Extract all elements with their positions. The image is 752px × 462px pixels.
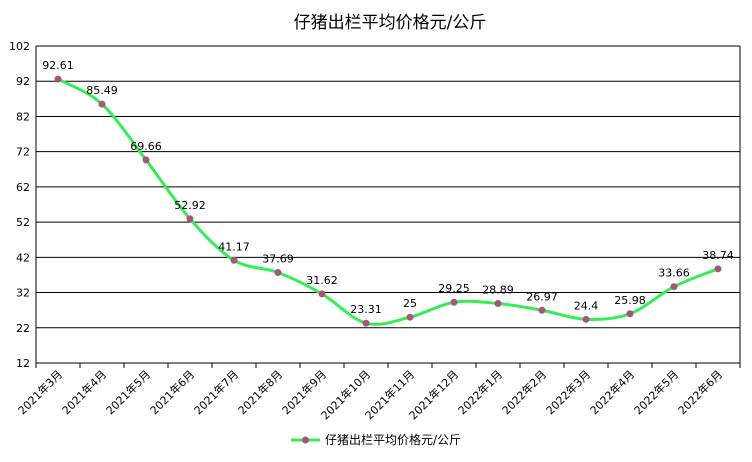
data-point (54, 75, 62, 83)
data-labels: 92.61 85.49 69.66 52.92 41.17 37.69 31.62 23.31… (42, 59, 734, 316)
y-tick-label: 32 (16, 287, 30, 300)
gridlines (36, 45, 740, 364)
data-label: 29.25 (438, 282, 470, 295)
data-label: 26.97 (526, 290, 558, 303)
data-point (318, 290, 326, 298)
data-label: 28.89 (482, 284, 514, 297)
y-axis-tick-labels: 12 22 32 42 52 62 72 82 92 102 (9, 40, 30, 370)
data-label: 24.4 (574, 299, 599, 312)
data-point (362, 319, 370, 327)
legend-label: 仔猪出栏平均价格元/公斤 (325, 432, 461, 447)
data-label: 41.17 (218, 240, 250, 253)
y-tick-label: 82 (16, 110, 30, 123)
data-label: 25 (403, 297, 417, 310)
legend: 仔猪出栏平均价格元/公斤 (291, 432, 461, 447)
x-tick-label: 2022年1月 (455, 367, 505, 417)
data-point (186, 215, 194, 223)
data-label: 25.98 (614, 294, 646, 307)
data-point (98, 100, 106, 108)
data-point (538, 306, 546, 314)
series-layer (54, 75, 722, 327)
data-point (142, 156, 150, 164)
data-label: 23.31 (350, 303, 382, 316)
x-tick-label: 2022年5月 (631, 367, 681, 417)
x-axis-tick-labels: 2021年3月2021年4月2021年5月2021年6月2021年7月2021年… (15, 367, 725, 422)
y-tick-label: 62 (16, 181, 30, 194)
legend-marker-swatch (302, 436, 309, 444)
y-tick-label: 72 (16, 146, 30, 159)
data-label: 38.74 (702, 249, 734, 262)
y-tick-label: 12 (16, 357, 30, 370)
series-line (57, 77, 719, 326)
data-point (494, 300, 502, 308)
x-tick-label: 2021年8月 (235, 367, 285, 417)
y-tick-label: 102 (9, 40, 30, 53)
x-tick-label: 2022年3月 (543, 367, 593, 417)
data-point (670, 283, 678, 291)
data-label: 37.69 (262, 253, 294, 266)
data-label: 33.66 (658, 267, 690, 280)
x-tick-label: 2022年2月 (499, 367, 549, 417)
y-tick-label: 22 (16, 322, 30, 335)
data-label: 92.61 (42, 59, 74, 72)
x-tick-label: 2021年4月 (59, 367, 109, 417)
y-tick-label: 42 (16, 251, 30, 264)
data-point (274, 269, 282, 277)
y-tick-label: 92 (16, 75, 30, 88)
x-tick-label: 2021年3月 (15, 367, 65, 417)
data-label: 31.62 (306, 274, 338, 287)
chart-title: 仔猪出栏平均价格元/公斤 (294, 13, 487, 33)
data-point (230, 256, 238, 264)
data-point (406, 313, 414, 321)
x-tick-label: 2021年6月 (147, 367, 197, 417)
data-point (582, 315, 590, 323)
data-label: 69.66 (130, 140, 162, 153)
data-label: 85.49 (86, 84, 118, 97)
x-tick-label: 2022年4月 (587, 367, 637, 417)
data-label: 52.92 (174, 199, 206, 212)
axes (35, 46, 741, 368)
y-tick-label: 52 (16, 216, 30, 229)
data-point (626, 310, 634, 318)
x-tick-label: 2021年7月 (191, 367, 241, 417)
x-tick-label: 2022年6月 (675, 367, 725, 417)
data-point (450, 298, 458, 306)
x-tick-label: 2021年5月 (103, 367, 153, 417)
data-point (714, 265, 722, 273)
